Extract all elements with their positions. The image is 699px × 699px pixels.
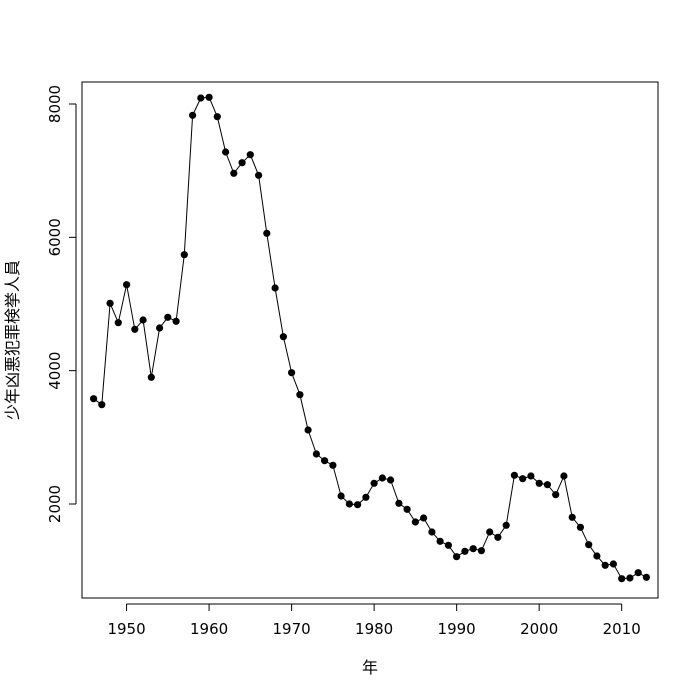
data-point	[494, 533, 502, 541]
data-point	[189, 111, 197, 119]
data-point	[543, 481, 552, 489]
data-point	[147, 373, 155, 381]
data-point	[329, 461, 337, 469]
x-tick-label: 2010	[603, 620, 641, 638]
data-point	[436, 537, 444, 545]
data-point	[469, 545, 477, 553]
data-point	[114, 319, 122, 327]
data-point	[403, 505, 411, 513]
data-point	[593, 552, 601, 560]
data-point	[535, 479, 543, 487]
x-tick-label: 1990	[438, 620, 476, 638]
data-point	[180, 251, 188, 259]
x-axis-title: 年	[362, 658, 378, 677]
data-point	[601, 561, 609, 569]
data-point	[263, 229, 271, 237]
x-axis: 1950 1960 1970 1980 1990 2000 2010	[107, 603, 641, 638]
data-point	[164, 313, 172, 321]
data-point	[618, 575, 626, 583]
data-point	[502, 521, 510, 529]
data-point	[172, 317, 180, 325]
data-point	[576, 523, 585, 531]
data-point	[304, 426, 312, 434]
data-point	[634, 569, 642, 577]
data-point	[387, 476, 395, 484]
data-point	[230, 169, 238, 177]
data-point	[444, 541, 452, 549]
data-point	[337, 492, 345, 500]
data-point	[420, 514, 428, 522]
data-point	[131, 325, 139, 333]
x-tick-label: 1980	[355, 620, 393, 638]
data-point	[197, 94, 205, 102]
y-tick-label: 4000	[46, 352, 64, 390]
data-point	[98, 401, 106, 409]
data-point	[370, 479, 378, 487]
data-point	[123, 281, 131, 289]
data-point	[271, 284, 279, 292]
series-layer	[90, 93, 651, 583]
x-tick-label: 1950	[107, 620, 145, 638]
data-point	[461, 547, 469, 555]
data-point	[519, 475, 527, 483]
data-point	[312, 450, 320, 458]
data-point	[354, 501, 362, 509]
data-point	[428, 528, 436, 536]
data-point	[378, 474, 386, 482]
plot-frame	[81, 81, 659, 599]
data-point	[90, 395, 98, 403]
data-point	[106, 299, 114, 307]
data-point	[213, 113, 221, 121]
data-point	[560, 472, 568, 480]
data-point	[222, 148, 230, 156]
data-point	[510, 471, 518, 479]
data-point	[527, 472, 535, 480]
x-tick-label: 1960	[190, 620, 228, 638]
data-point	[609, 560, 618, 568]
data-point	[238, 159, 246, 167]
y-axis: 2000 4000 6000 8000	[46, 85, 77, 523]
data-point	[156, 324, 164, 332]
data-point	[255, 171, 263, 179]
x-tick-label: 1970	[273, 620, 311, 638]
data-point	[395, 499, 403, 507]
data-point	[321, 457, 329, 465]
data-point	[552, 491, 560, 499]
data-point	[139, 316, 147, 324]
data-point	[205, 93, 213, 101]
data-point	[246, 151, 254, 159]
y-tick-label: 2000	[46, 485, 64, 523]
data-point	[568, 513, 576, 521]
data-point	[642, 573, 651, 581]
y-axis-title: 少年凶悪犯罪検挙人員	[3, 260, 22, 420]
data-point	[296, 391, 304, 399]
data-point	[362, 493, 370, 501]
y-tick-label: 6000	[46, 218, 64, 256]
data-point	[626, 574, 634, 582]
data-point	[453, 553, 461, 561]
data-point	[279, 333, 287, 341]
y-tick-label: 8000	[46, 85, 64, 123]
series-line	[93, 96, 647, 580]
data-point	[486, 528, 494, 536]
data-point	[411, 518, 419, 526]
data-point	[585, 541, 593, 549]
data-point	[345, 500, 353, 508]
data-point	[477, 547, 485, 555]
x-tick-label: 2000	[520, 620, 558, 638]
data-point	[288, 369, 296, 377]
